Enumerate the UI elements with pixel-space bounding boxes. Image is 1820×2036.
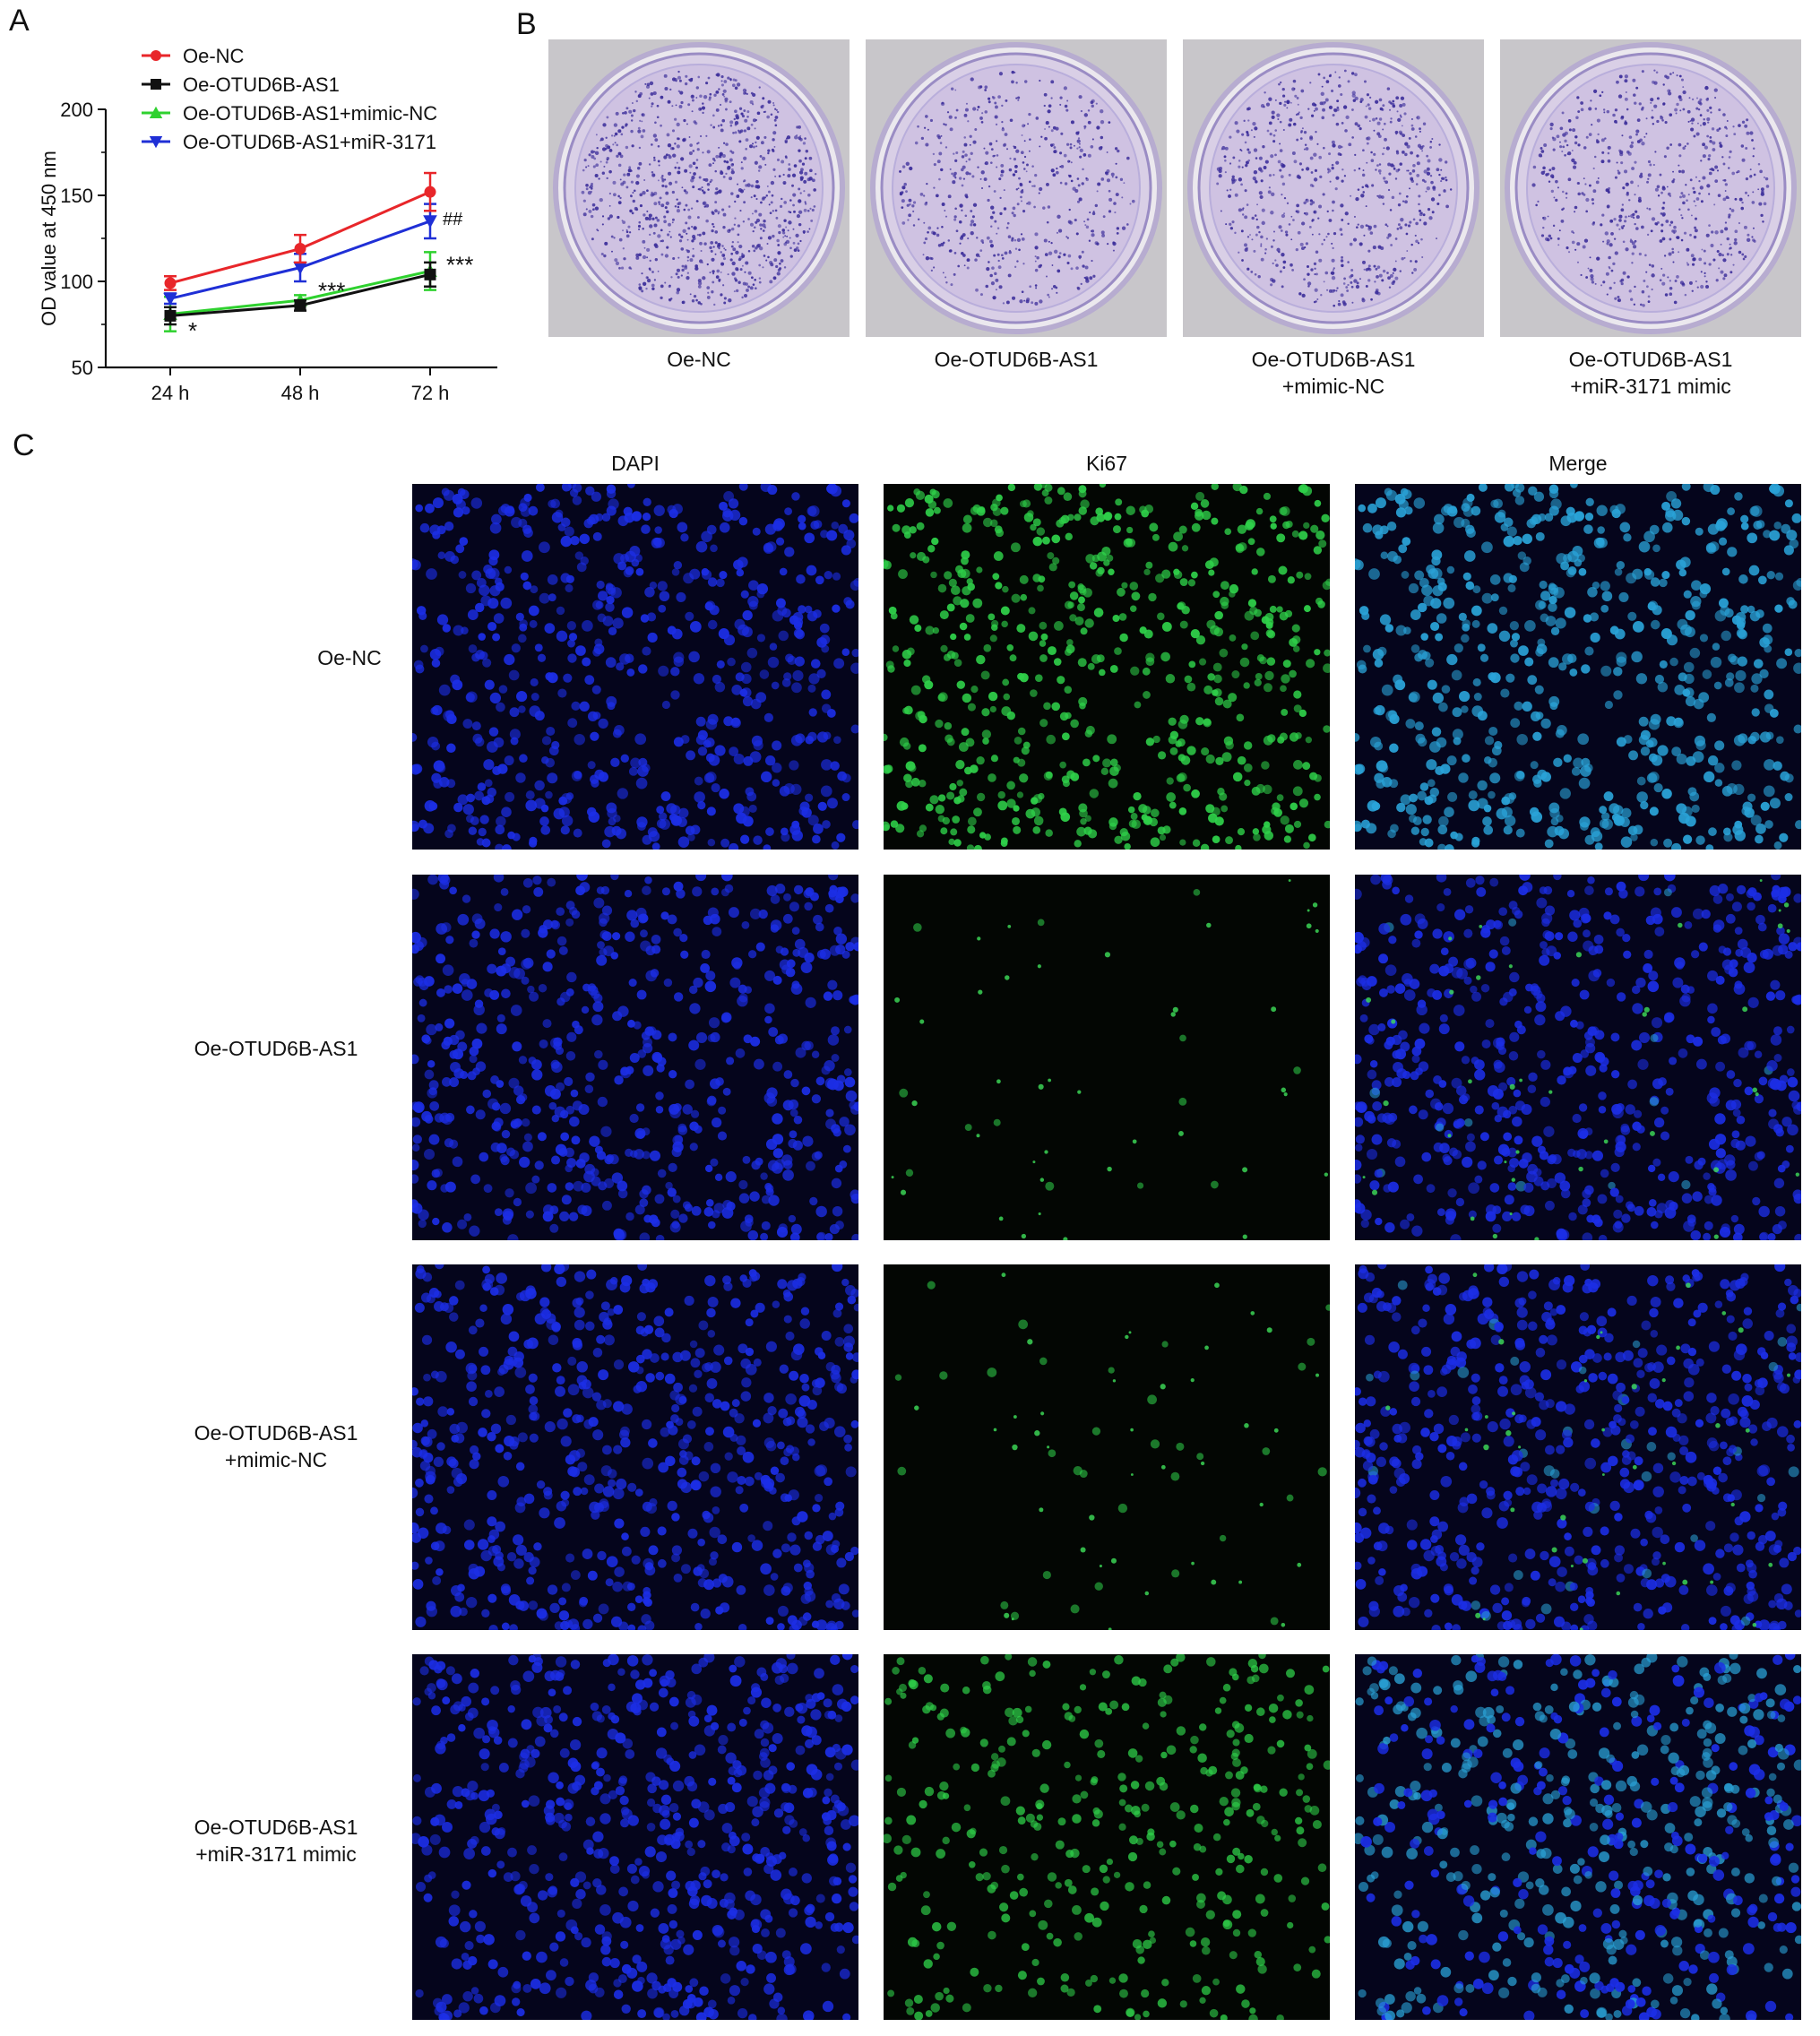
data-point [164,277,177,289]
x-tick-label: 24 h [151,382,190,404]
panel-letter-a: A [9,4,30,38]
panel-letter-c: C [13,428,35,462]
data-point [294,299,306,312]
significance-annotation: *** [446,252,473,279]
merge-image [1355,1654,1801,2020]
data-point [293,262,307,275]
data-point [424,185,436,198]
dish-label-line: Oe-OTUD6B-AS1 [1568,348,1733,371]
x-tick-label: 48 h [281,382,320,404]
legend-entry: Oe-NC [142,45,245,67]
colony-dish-image [1183,39,1484,337]
ki67-image [884,1654,1330,2020]
legend-label: Oe-OTUD6B-AS1+mimic-NC [183,102,437,125]
dapi-image [412,875,858,1240]
data-point [164,309,177,322]
column-header: DAPI [611,452,660,475]
dish-label-line: Oe-OTUD6B-AS1 [1251,348,1416,371]
colony-dish-image [866,39,1167,337]
y-tick-label: 150 [60,185,93,207]
legend-marker [151,79,161,90]
legend-label: Oe-OTUD6B-AS1+miR-3171 [183,131,436,153]
legend-entry: Oe-OTUD6B-AS1 [142,73,340,96]
dish-label-line: +miR-3171 mimic [1570,375,1731,398]
merge-image [1355,484,1801,850]
legend-entry: Oe-OTUD6B-AS1+miR-3171 [142,131,436,153]
y-tick-label: 100 [60,271,93,293]
colony-dish-image [548,39,850,337]
data-point [424,268,436,280]
series-Oe-NC [164,171,436,291]
legend-entry: Oe-OTUD6B-AS1+mimic-NC [142,102,437,125]
cck8-line-chart: 50 100 150 200 24 h 48 h 72 h OD value at 450 n… [38,45,497,404]
row-label: Oe-OTUD6B-AS1 +mimic-NC [88,1419,464,1473]
row-label-line: Oe-OTUD6B-AS1 [194,1037,358,1060]
dish-label-line: Oe-OTUD6B-AS1 [934,348,1099,371]
row-label: Oe-OTUD6B-AS1 [88,1035,464,1062]
dish-label: Oe-OTUD6B-AS1 +miR-3171 mimic [1489,346,1812,400]
data-point [163,292,177,306]
row-label-line: Oe-OTUD6B-AS1 [194,1421,358,1445]
y-tick-label: 50 [72,357,93,379]
dapi-image [412,484,858,850]
dish-label: Oe-OTUD6B-AS1 [855,346,1177,373]
dapi-image [412,1654,858,2020]
dish-label-line: Oe-NC [667,348,731,371]
legend-marker [149,136,163,149]
y-tick-label: 200 [60,99,93,121]
data-point [423,215,437,229]
significance-annotation: *** [318,277,345,304]
dish-label: Oe-OTUD6B-AS1 +mimic-NC [1172,346,1495,400]
legend-label: Oe-OTUD6B-AS1 [183,73,340,96]
column-header: Ki67 [1085,452,1128,475]
significance-annotation: ## [443,210,463,229]
dish-label-line: +mimic-NC [1281,375,1385,398]
ki67-image [884,875,1330,1240]
legend-marker [151,50,161,61]
legend-label: Oe-NC [183,45,245,67]
merge-image [1355,875,1801,1240]
row-label-line: +mimic-NC [224,1448,328,1471]
row-label-line: Oe-NC [317,646,382,669]
colony-dish-image [1500,39,1801,337]
row-label: Oe-OTUD6B-AS1 +miR-3171 mimic [88,1814,464,1868]
row-label-line: Oe-OTUD6B-AS1 [194,1816,358,1839]
merge-image [1355,1264,1801,1630]
panel-letter-b: B [516,7,537,41]
significance-annotation: * [188,317,197,344]
legend-marker [149,106,163,118]
y-axis-label: OD value at 450 nm [38,151,60,326]
data-point [294,243,306,255]
series-Oe-OTUD6B-AS1 [164,261,436,326]
ki67-image [884,484,1330,850]
row-label: Oe-NC [161,644,538,671]
x-tick-label: 72 h [411,382,450,404]
column-header: Merge [1548,452,1608,475]
ki67-image [884,1264,1330,1630]
dapi-image [412,1264,858,1630]
dish-label: Oe-NC [538,346,860,373]
row-label-line: +miR-3171 mimic [195,1842,357,1866]
